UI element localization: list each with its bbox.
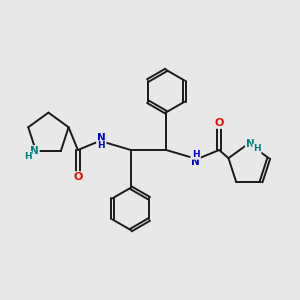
Text: N: N (30, 146, 39, 156)
Text: H: H (24, 152, 32, 161)
Text: N: N (246, 139, 254, 148)
Text: H: H (253, 144, 261, 153)
Text: N: N (97, 133, 106, 143)
Text: H: H (98, 141, 105, 150)
Text: H: H (192, 150, 200, 159)
Text: O: O (73, 172, 83, 182)
Text: O: O (214, 118, 224, 128)
Text: N: N (191, 157, 200, 167)
